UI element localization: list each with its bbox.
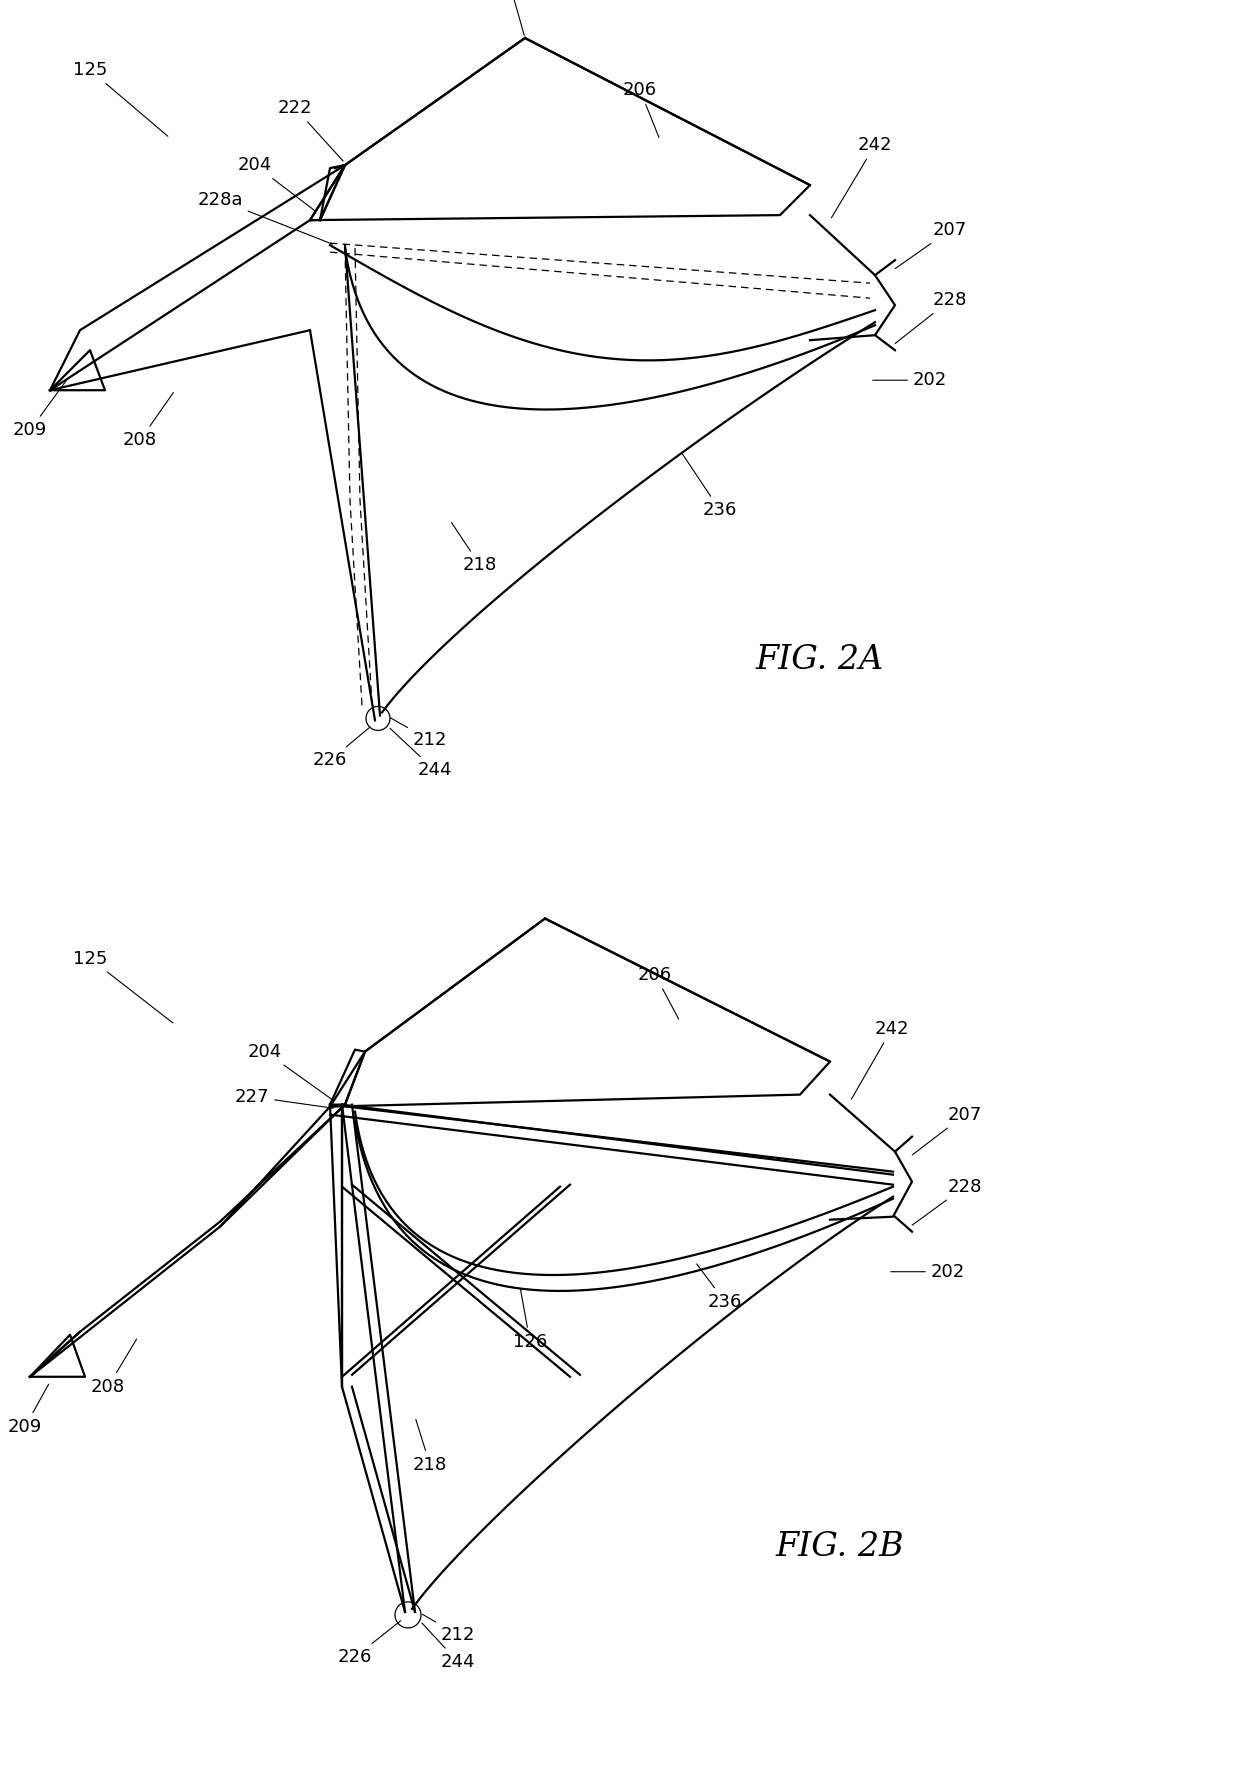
Text: 242: 242 — [832, 137, 893, 218]
Text: 212: 212 — [423, 1613, 475, 1644]
Text: FIG. 2B: FIG. 2B — [776, 1530, 904, 1562]
Text: 207: 207 — [895, 222, 967, 268]
Text: 206: 206 — [637, 966, 678, 1019]
Text: 244: 244 — [422, 1622, 475, 1670]
Text: 125: 125 — [73, 60, 167, 137]
Text: 204: 204 — [248, 1043, 332, 1099]
Text: 226: 226 — [337, 1621, 401, 1667]
Text: 210: 210 — [494, 0, 527, 35]
Text: 206: 206 — [622, 82, 658, 138]
Text: 204: 204 — [238, 156, 316, 211]
Text: 207: 207 — [913, 1106, 982, 1154]
Text: 202: 202 — [873, 371, 947, 390]
Text: 236: 236 — [697, 1264, 743, 1310]
Text: 228a: 228a — [197, 191, 332, 245]
Text: 242: 242 — [852, 1019, 909, 1099]
Text: 209: 209 — [7, 1385, 48, 1436]
Text: 218: 218 — [451, 523, 497, 574]
Text: 236: 236 — [682, 452, 738, 519]
Text: 209: 209 — [12, 381, 67, 440]
Text: 222: 222 — [278, 99, 343, 161]
Text: 202: 202 — [890, 1262, 965, 1280]
Text: 208: 208 — [91, 1339, 136, 1395]
Text: 208: 208 — [123, 392, 174, 449]
Text: 228: 228 — [913, 1177, 982, 1225]
Text: 126: 126 — [513, 1289, 547, 1351]
Text: 228: 228 — [895, 291, 967, 344]
Text: FIG. 2A: FIG. 2A — [756, 644, 884, 676]
Text: 125: 125 — [73, 950, 172, 1023]
Text: 244: 244 — [391, 729, 453, 780]
Text: 227: 227 — [234, 1087, 334, 1108]
Text: 212: 212 — [391, 718, 448, 750]
Text: 226: 226 — [312, 727, 370, 769]
Text: 218: 218 — [413, 1420, 448, 1473]
